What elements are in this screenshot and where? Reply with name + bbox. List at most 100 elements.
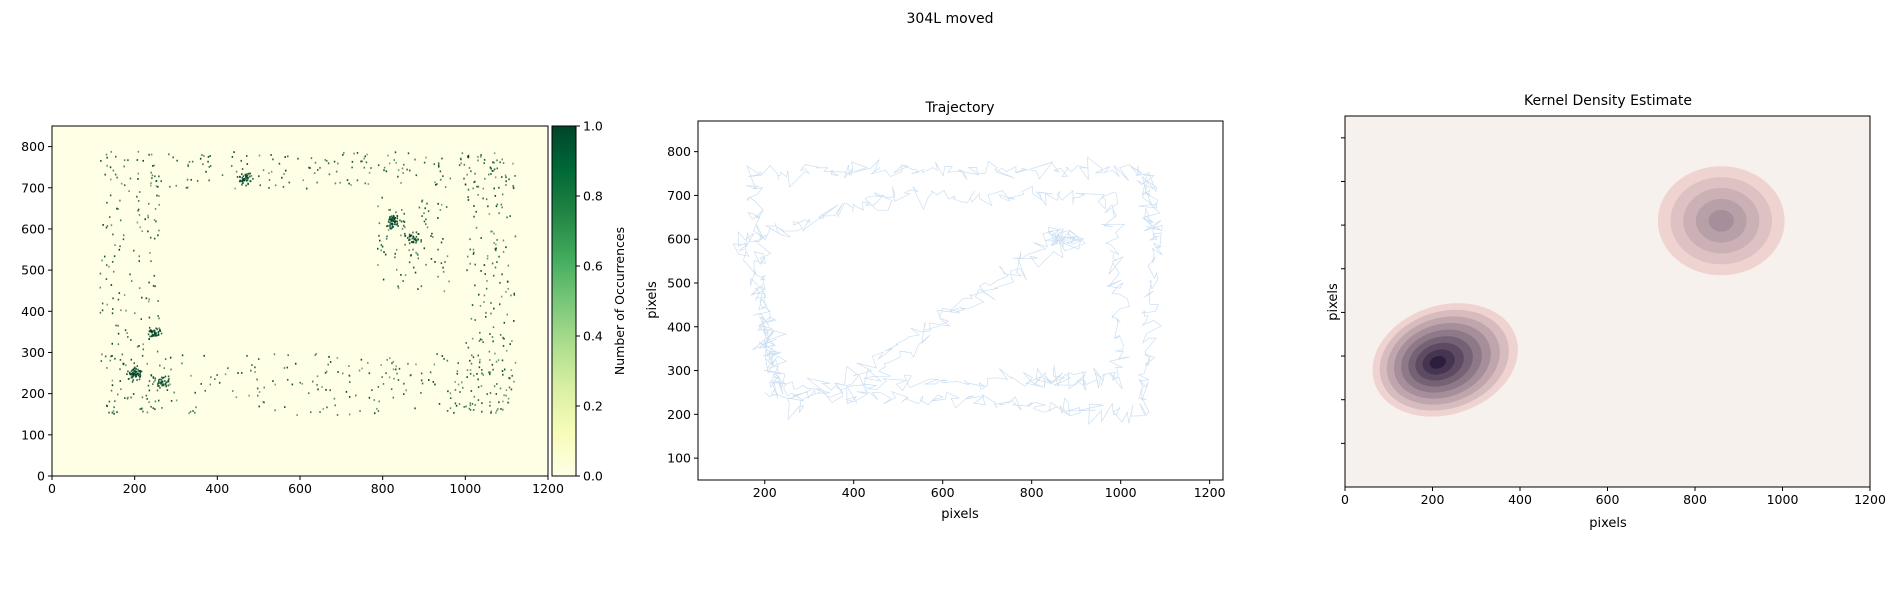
heatmap-cell [442, 175, 444, 178]
heatmap-cell [202, 163, 204, 166]
heatmap-cell [348, 413, 351, 416]
heatmap-cell [401, 167, 404, 170]
heatmap-cell [181, 354, 184, 357]
heatmap-cell [158, 317, 160, 320]
heatmap-cell [395, 161, 397, 164]
heatmap-cell [481, 369, 483, 371]
heatmap-cell [494, 352, 496, 355]
heatmap-cell [286, 366, 289, 369]
heatmap-cell [284, 406, 286, 409]
heatmap-cell [111, 260, 114, 263]
heatmap-cell [427, 210, 430, 213]
heatmap-cell [394, 151, 397, 154]
kde-panel: Kernel Density Estimate 0 200 400 600 800 100… [1326, 93, 1886, 531]
heatmap-cell [368, 372, 371, 375]
x-tick-label: 1200 [532, 481, 564, 496]
heatmap-cell [472, 253, 475, 256]
heatmap-cell [110, 150, 112, 153]
heatmap-cell [449, 407, 452, 410]
heatmap-cell [162, 377, 164, 379]
heatmap-cell [246, 173, 248, 175]
heatmap-cell [138, 370, 140, 373]
heatmap-cell [493, 152, 496, 155]
heatmap-cell [410, 234, 413, 237]
heatmap-cell [490, 312, 492, 315]
heatmap-cell [170, 368, 172, 371]
heatmap-cell [469, 248, 472, 251]
heatmap-cell [158, 229, 160, 232]
heatmap-cell [505, 349, 508, 352]
heatmap-cell [477, 399, 480, 401]
heatmap-cell [150, 260, 152, 263]
heatmap-cell [130, 373, 133, 375]
heatmap-cell [348, 396, 351, 398]
heatmap-cell [176, 159, 178, 162]
heatmap-cell [343, 151, 345, 154]
heatmap-cell [370, 167, 372, 169]
heatmap-cell [423, 247, 426, 250]
heatmap-cell [408, 261, 411, 264]
y-tick-label: 600 [21, 221, 45, 236]
heatmap-cell [131, 376, 134, 379]
heatmap-cell [114, 173, 117, 176]
heatmap-cell [157, 234, 159, 237]
heatmap-cell [155, 185, 158, 188]
heatmap-cell [492, 326, 495, 329]
heatmap-cell [417, 288, 419, 290]
heatmap-cell [278, 162, 281, 165]
heatmap-cell [99, 311, 102, 314]
heatmap-cell [368, 171, 371, 174]
heatmap-cell [99, 272, 102, 275]
heatmap-cell [262, 401, 264, 403]
heatmap-cell [133, 249, 135, 252]
heatmap-cell [141, 407, 143, 410]
heatmap-cell [337, 371, 339, 373]
heatmap-cell [168, 378, 170, 380]
heatmap-cell [136, 345, 139, 348]
heatmap-cell [192, 410, 194, 412]
heatmap-cell [391, 362, 393, 365]
heatmap-cell [493, 307, 495, 310]
heatmap-cell [287, 354, 289, 357]
heatmap-cell [117, 343, 120, 346]
heatmap-cell [240, 180, 243, 182]
heatmap-cell [368, 396, 371, 399]
heatmap-cell [205, 170, 207, 173]
heatmap-cell [134, 312, 136, 315]
heatmap-cell [415, 235, 418, 238]
heatmap-cell [402, 172, 404, 174]
heatmap-cell [104, 173, 106, 176]
x-tick-label: 200 [123, 481, 147, 496]
heatmap-cell [496, 261, 498, 264]
heatmap-cell [268, 179, 271, 181]
heatmap-cell [389, 216, 391, 218]
heatmap-cell [105, 226, 108, 229]
heatmap-cell [191, 160, 194, 163]
heatmap-cell [233, 151, 235, 154]
heatmap-cell [404, 235, 407, 237]
heatmap-cell [273, 353, 276, 356]
heatmap-cell [385, 170, 388, 173]
heatmap-cell [152, 407, 154, 410]
heatmap-cell [477, 185, 480, 188]
heatmap-cell [393, 159, 396, 161]
heatmap-cell [404, 243, 406, 246]
colorbar-tick-label: 1.0 [583, 119, 603, 134]
heatmap-cell [262, 169, 265, 172]
kde-plot-area [1345, 116, 1870, 487]
heatmap-cell [108, 400, 111, 403]
heatmap-cell [122, 238, 125, 241]
heatmap-cell [459, 391, 461, 393]
heatmap-cell [117, 332, 120, 335]
heatmap-cell [131, 375, 133, 377]
heatmap-cell [495, 249, 497, 252]
heatmap-cell [245, 174, 247, 177]
heatmap-cell [186, 186, 189, 189]
heatmap-cell [443, 290, 446, 293]
heatmap-cell [147, 216, 149, 219]
heatmap-cell [345, 391, 348, 393]
heatmap-cell [133, 373, 135, 376]
heatmap-cell [123, 159, 126, 162]
heatmap-cell [326, 406, 328, 409]
heatmap-cell [469, 404, 472, 407]
